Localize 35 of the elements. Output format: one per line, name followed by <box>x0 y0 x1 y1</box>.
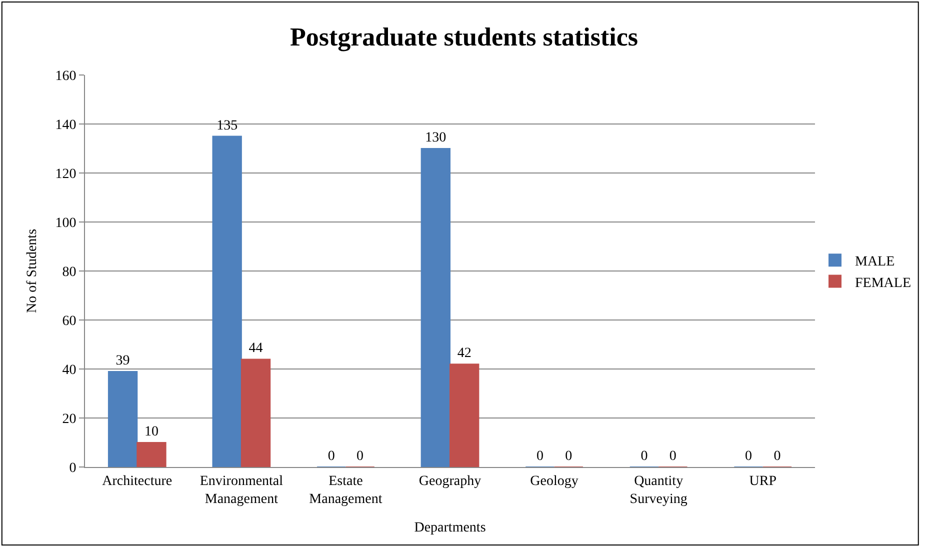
data-label: 42 <box>457 346 472 362</box>
data-label: 10 <box>144 424 158 440</box>
y-tick-label: 80 <box>62 264 76 280</box>
x-tick-label: Quantity Surveying <box>630 474 688 507</box>
data-label: 0 <box>536 449 544 464</box>
data-label: 135 <box>216 118 238 134</box>
y-tick-label: 120 <box>55 166 76 182</box>
data-label: 0 <box>328 449 335 464</box>
data-label: 0 <box>356 449 364 464</box>
x-tick-label: Geography <box>418 474 482 489</box>
chart-title: Postgraduate students statistics <box>290 22 638 52</box>
x-axis-title: Departments <box>414 520 486 536</box>
data-label: 44 <box>248 341 263 356</box>
y-tick-label: 140 <box>55 118 76 133</box>
data-label: 39 <box>116 353 130 368</box>
y-tick-label: 100 <box>55 216 76 231</box>
y-tick-label: 20 <box>62 412 76 427</box>
y-tick-label: 40 <box>62 362 76 378</box>
data-label: 0 <box>565 449 572 464</box>
y-tick-label: 0 <box>69 460 76 476</box>
data-label: 0 <box>745 449 752 464</box>
x-tick-label: Architecture <box>102 474 172 489</box>
legend-label: FEMALE <box>855 276 911 291</box>
y-tick-label: 60 <box>62 314 76 329</box>
data-label: 0 <box>640 449 648 464</box>
data-label: 0 <box>774 449 781 464</box>
y-tick-label: 160 <box>55 68 76 84</box>
x-tick-label: Geology <box>530 474 578 489</box>
data-label: 130 <box>425 130 446 146</box>
x-tick-label: URP <box>749 474 777 489</box>
legend-label: MALE <box>855 254 895 270</box>
data-label: 0 <box>669 449 676 464</box>
y-axis-title: No of Students <box>24 229 40 313</box>
x-tick-label: Environmental Management <box>200 474 284 507</box>
x-tick-label: Estate Management <box>309 474 382 507</box>
